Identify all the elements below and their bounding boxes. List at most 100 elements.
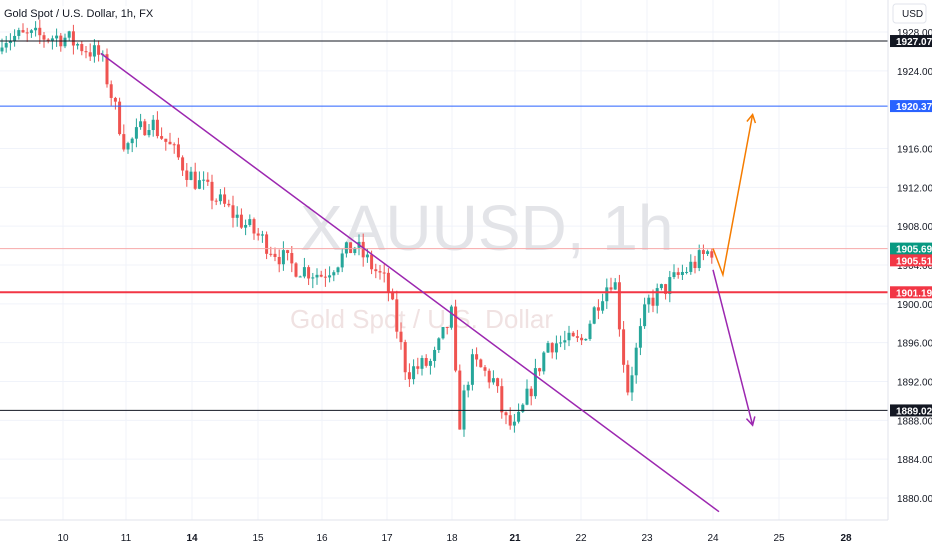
candle-body <box>533 368 537 397</box>
candle-body <box>634 347 638 376</box>
candle-body <box>449 306 453 328</box>
candle-body <box>67 31 71 38</box>
watermark-symbol: XAUUSD, 1h <box>300 192 673 264</box>
candle-body <box>260 234 264 236</box>
candle-body <box>143 121 147 136</box>
candle-body <box>525 388 529 405</box>
candle-body <box>130 138 134 144</box>
candle-body <box>693 261 697 269</box>
candle-body <box>193 171 197 189</box>
candle-body <box>197 180 201 189</box>
bullish-projection[interactable] <box>712 114 754 278</box>
bid-price-label: 1905.51 <box>896 256 932 267</box>
support-1901-label: 1901.19 <box>896 288 932 299</box>
candle-body <box>315 274 319 278</box>
y-tick-label: 1896.00 <box>897 339 932 350</box>
resistance-1920-label: 1920.37 <box>896 102 932 113</box>
time-axis-background <box>0 520 888 550</box>
candle-body <box>676 272 680 275</box>
resistance-1920-tag <box>890 100 932 113</box>
candle-body <box>231 205 235 218</box>
x-tick-label-17: 17 <box>381 533 393 544</box>
candle-body <box>46 39 50 41</box>
candle-body <box>365 254 369 258</box>
x-tick-label-22: 22 <box>575 533 587 544</box>
candle-body <box>403 342 407 373</box>
candle-body <box>538 368 542 372</box>
candle-body <box>113 97 117 102</box>
candle-body <box>80 44 84 52</box>
candle-body <box>139 121 143 128</box>
x-tick-label-14: 14 <box>186 533 198 544</box>
candle-body <box>92 45 96 57</box>
candle-body <box>214 200 218 202</box>
downtrend-line[interactable] <box>100 52 720 513</box>
candle-body <box>668 277 672 294</box>
candle-body <box>655 288 659 306</box>
candle-body <box>689 261 693 272</box>
candle-body <box>706 251 710 254</box>
candle-body <box>218 194 222 202</box>
y-tick-label: 1904.00 <box>897 261 932 272</box>
candle-body <box>281 250 285 265</box>
candle-body <box>475 354 479 360</box>
bid-price-tag <box>890 254 932 267</box>
candle-body <box>189 171 193 180</box>
candle-body <box>25 32 29 34</box>
drawings[interactable] <box>100 52 757 513</box>
candle-body <box>626 364 630 393</box>
x-tick-label-16: 16 <box>316 533 328 544</box>
candle-body <box>239 214 243 228</box>
time-axis[interactable]: 10 11 14 15 16 17 18 21 22 23 24 25 28 <box>57 533 852 544</box>
candle-body <box>34 27 38 31</box>
candle-body <box>248 219 252 225</box>
candle-body <box>630 375 634 393</box>
candle-body <box>185 170 189 180</box>
candle-body <box>647 297 651 305</box>
x-tick-label-10: 10 <box>57 533 69 544</box>
price-tags: 1927.071920.371901.191889.021905.6943:22… <box>890 35 932 417</box>
candle-body <box>643 304 647 327</box>
candle-body <box>311 277 315 279</box>
candle-body <box>336 267 340 273</box>
candle-body <box>97 45 101 55</box>
candle-body <box>504 412 508 416</box>
candle-body <box>294 263 298 277</box>
candle-body <box>550 343 554 353</box>
candle-body <box>454 306 458 371</box>
candle-body <box>710 251 714 258</box>
x-tick-label-18: 18 <box>446 533 458 544</box>
x-tick-label-28: 28 <box>840 533 852 544</box>
candle-body <box>605 287 609 302</box>
candle-body <box>638 326 642 348</box>
candle-body <box>302 267 306 277</box>
y-tick-label: 1924.00 <box>897 67 932 78</box>
candle-body <box>546 343 550 353</box>
y-tick-label: 1880.00 <box>897 494 932 505</box>
candle-body <box>542 352 546 372</box>
candle-body <box>109 84 113 98</box>
resistance-1927-label: 1927.07 <box>896 37 932 48</box>
candle-body <box>210 181 214 201</box>
candle-body <box>382 272 386 274</box>
currency-button[interactable]: USD <box>892 3 927 24</box>
candle-body <box>349 242 353 254</box>
candle-body <box>487 370 491 383</box>
candle-body <box>374 269 378 272</box>
y-tick-label: 1892.00 <box>897 378 932 389</box>
candle-body <box>596 307 600 311</box>
candle-body <box>563 340 567 343</box>
horizontal-lines[interactable] <box>0 40 888 411</box>
candle-body <box>433 349 437 361</box>
candle-body <box>483 367 487 371</box>
candle-body <box>76 44 80 46</box>
candle-body <box>584 338 588 341</box>
bearish-projection[interactable] <box>712 269 754 426</box>
price-axis[interactable]: 1880.00 1884.00 1888.00 1892.00 1896.00 1900.… <box>897 28 932 505</box>
candle-body <box>164 138 168 142</box>
candle-body <box>412 366 416 380</box>
candle-body <box>651 297 655 306</box>
y-tick-label: 1884.00 <box>897 455 932 466</box>
candle-body <box>575 336 579 338</box>
